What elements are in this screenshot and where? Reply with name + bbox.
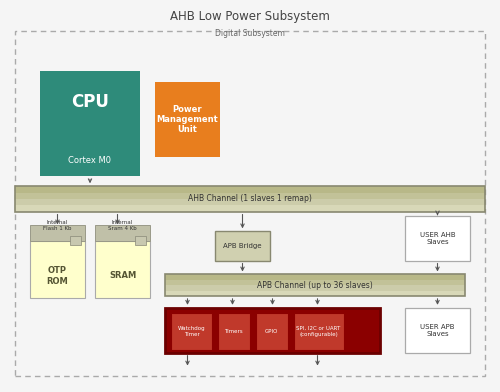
Text: SRAM: SRAM [109, 272, 136, 280]
Bar [15, 192, 485, 199]
Bar [165, 279, 465, 285]
Text: CPU: CPU [71, 93, 109, 111]
Text: Internal
Sram 4 Kb: Internal Sram 4 Kb [108, 220, 137, 231]
Bar [15, 31, 485, 376]
Bar [405, 216, 470, 261]
Bar [218, 313, 250, 350]
Text: Cortex M0: Cortex M0 [68, 156, 112, 165]
Bar [30, 225, 85, 241]
Bar [215, 231, 270, 261]
Bar [15, 205, 485, 212]
Text: APB Bridge: APB Bridge [223, 243, 262, 249]
Bar [15, 186, 485, 212]
Text: AHB Channel (1 slaves 1 remap): AHB Channel (1 slaves 1 remap) [188, 194, 312, 203]
Bar [15, 186, 485, 192]
Bar [171, 313, 212, 350]
Text: SPI, I2C or UART
(configurable): SPI, I2C or UART (configurable) [296, 326, 341, 337]
Bar [95, 225, 150, 241]
Text: OTP
ROM: OTP ROM [46, 266, 68, 286]
Text: Internal
Flash 1 Kb: Internal Flash 1 Kb [43, 220, 72, 231]
Text: Digital Subsystem: Digital Subsystem [215, 29, 285, 38]
Bar [165, 274, 465, 296]
Text: USER AHB
Slaves: USER AHB Slaves [420, 232, 456, 245]
Bar [294, 313, 344, 350]
Text: AHB Low Power Subsystem: AHB Low Power Subsystem [170, 10, 330, 23]
Text: Timers: Timers [224, 329, 243, 334]
Bar [165, 290, 465, 296]
Bar [30, 241, 85, 298]
Bar [40, 71, 140, 176]
Text: USER APB
Slaves: USER APB Slaves [420, 324, 455, 337]
Text: Watchdog
Timer: Watchdog Timer [178, 326, 206, 337]
Bar [135, 236, 146, 245]
Bar [95, 241, 150, 298]
Bar [155, 82, 220, 157]
Bar [165, 285, 465, 290]
Bar [70, 236, 81, 245]
Text: Power
Management
Unit: Power Management Unit [156, 105, 218, 134]
Bar [15, 199, 485, 205]
Bar [165, 308, 380, 353]
Text: APB Channel (up to 36 slaves): APB Channel (up to 36 slaves) [257, 281, 373, 290]
Bar [165, 274, 465, 280]
Bar [256, 313, 288, 350]
Bar [405, 308, 470, 353]
Text: GPIO: GPIO [265, 329, 278, 334]
